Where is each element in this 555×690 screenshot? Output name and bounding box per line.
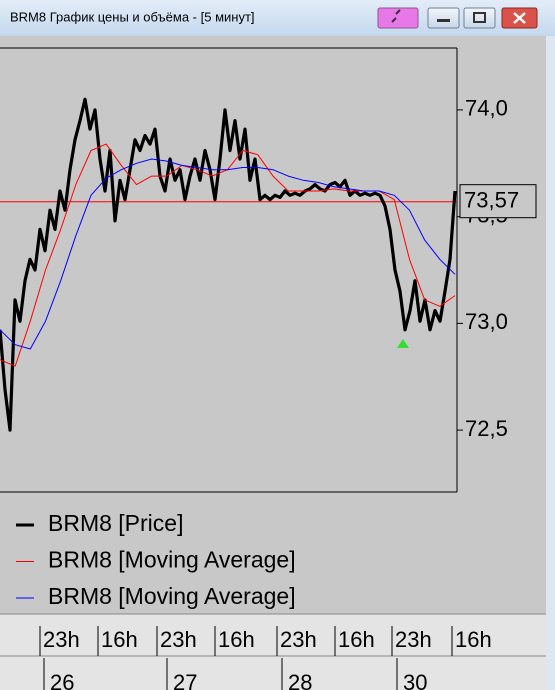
date-label: 30 [403, 670, 427, 690]
link-icon [391, 9, 401, 23]
date-label: 28 [288, 670, 312, 690]
time-label: 16h [455, 627, 492, 652]
minimize-button[interactable] [427, 7, 460, 29]
legend-label: BRM8 [Moving Average] [48, 583, 296, 609]
legend-label: BRM8 [Moving Average] [48, 547, 296, 573]
maximize-button[interactable] [463, 7, 496, 29]
maximize-icon [473, 12, 486, 23]
signal-marker [397, 339, 409, 348]
legend-label: BRM8 [Price] [48, 510, 183, 536]
y-tick-label: 72,5 [465, 416, 508, 441]
chart-area [0, 36, 546, 690]
time-label: 23h [43, 627, 80, 652]
time-label: 23h [160, 627, 197, 652]
window-border [546, 36, 555, 690]
price-label: 73,57 [464, 188, 519, 213]
date-label: 26 [50, 670, 74, 690]
time-label: 16h [338, 627, 375, 652]
y-tick-label: 74,0 [465, 96, 508, 121]
price-label-box [459, 184, 537, 219]
time-axis [0, 614, 546, 690]
date-label: 27 [173, 670, 197, 690]
series-line [0, 97, 457, 432]
time-label: 23h [395, 627, 432, 652]
time-label: 23h [280, 627, 317, 652]
time-label: 16h [218, 627, 255, 652]
link-button[interactable] [377, 7, 419, 29]
plot [0, 97, 457, 432]
close-icon [513, 12, 526, 24]
window-title: BRM8 График цены и объёма - [5 минут] [10, 9, 255, 24]
series-line [0, 158, 456, 350]
minimize-icon [437, 19, 450, 22]
y-tick-label: 73,0 [465, 309, 508, 334]
time-label: 16h [101, 627, 138, 652]
title-bar [0, 0, 555, 36]
